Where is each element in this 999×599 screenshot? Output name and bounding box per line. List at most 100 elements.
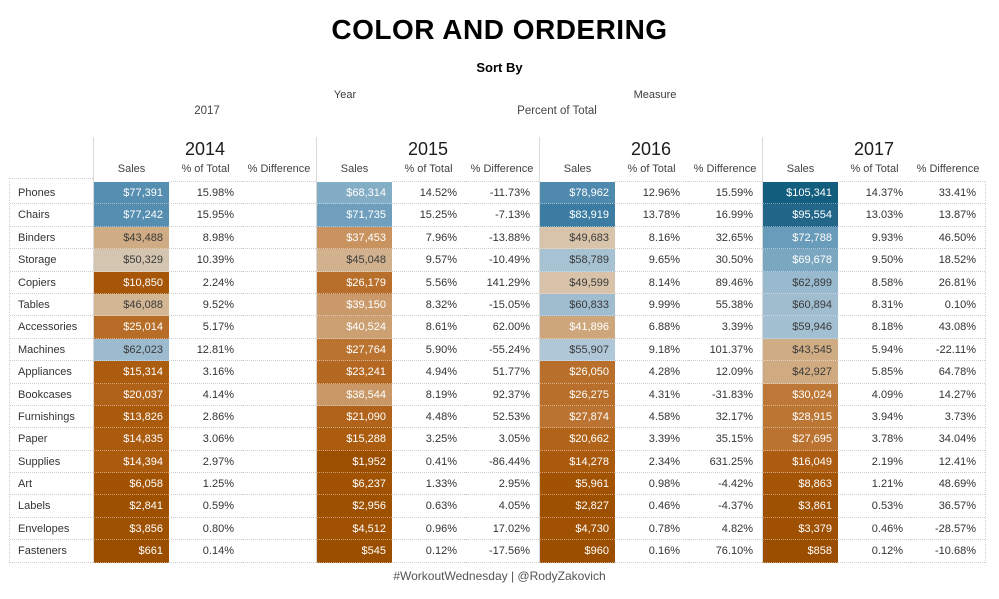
sales-cell[interactable]: $59,946 [762,316,838,339]
sales-cell[interactable]: $30,024 [762,383,838,406]
pct-of-total-cell[interactable]: 0.78% [615,518,688,541]
row-label[interactable]: Appliances [10,361,93,384]
pct-of-total-cell[interactable]: 0.41% [392,451,465,474]
sales-cell[interactable]: $15,288 [316,428,392,451]
sales-cell[interactable]: $14,278 [539,450,615,474]
sales-cell[interactable]: $95,554 [762,204,838,227]
sales-cell[interactable]: $42,927 [762,361,838,384]
row-label[interactable]: Labels [10,495,93,518]
pct-of-total-cell[interactable]: 8.32% [392,294,465,317]
sales-cell[interactable]: $26,179 [316,271,392,294]
pct-of-total-cell[interactable]: 0.63% [392,495,465,518]
pct-difference-cell[interactable]: 17.02% [465,518,539,541]
pct-of-total-cell[interactable]: 2.34% [615,451,688,474]
pct-of-total-cell[interactable]: 5.94% [838,339,911,362]
sales-cell[interactable]: $5,961 [539,473,615,496]
pct-difference-cell[interactable]: 89.46% [688,272,762,294]
col-header-sales[interactable]: Sales [563,163,592,175]
pct-difference-cell[interactable] [242,249,316,272]
pct-difference-cell[interactable]: 15.59% [688,182,762,205]
pct-of-total-cell[interactable]: 0.14% [169,540,242,563]
col-header-pct-difference[interactable]: % Difference [465,161,539,182]
pct-of-total-cell[interactable]: 9.57% [392,249,465,272]
pct-of-total-cell[interactable]: 0.46% [615,495,688,518]
pct-difference-cell[interactable] [242,294,316,317]
pct-difference-cell[interactable]: -13.88% [465,227,539,250]
sales-cell[interactable]: $27,764 [316,338,392,362]
pct-of-total-cell[interactable]: 9.93% [838,227,911,250]
pct-of-total-cell[interactable]: 9.52% [169,294,242,317]
row-label[interactable]: Phones [10,182,93,205]
pct-of-total-cell[interactable]: 15.98% [169,182,242,205]
sales-cell[interactable]: $43,488 [93,226,169,250]
pct-difference-cell[interactable]: 33.41% [911,182,985,205]
pct-difference-cell[interactable]: 4.82% [688,518,762,541]
col-header-pct-difference[interactable]: % Difference [242,161,316,182]
pct-difference-cell[interactable] [242,204,316,227]
sales-cell[interactable]: $26,275 [539,383,615,406]
pct-of-total-cell[interactable]: 3.06% [169,428,242,451]
col-header-sales[interactable]: Sales [340,163,369,175]
pct-of-total-cell[interactable]: 5.17% [169,316,242,339]
pct-difference-cell[interactable] [242,406,316,429]
pct-difference-cell[interactable]: 35.15% [688,428,762,451]
sales-cell[interactable]: $45,048 [316,249,392,272]
sales-cell[interactable]: $20,037 [93,383,169,406]
col-header-pct-difference[interactable]: % Difference [911,161,985,182]
sales-cell[interactable]: $2,841 [93,495,169,518]
sales-cell[interactable]: $6,237 [316,473,392,496]
pct-difference-cell[interactable]: 30.50% [688,249,762,272]
row-label[interactable]: Storage [10,249,93,272]
sales-cell[interactable]: $2,956 [316,495,392,518]
pct-of-total-cell[interactable]: 12.96% [615,182,688,205]
sales-cell[interactable]: $55,907 [539,338,615,362]
pct-of-total-cell[interactable]: 15.25% [392,204,465,227]
pct-of-total-cell[interactable]: 3.94% [838,406,911,429]
pct-difference-cell[interactable]: 48.69% [911,473,985,496]
pct-difference-cell[interactable]: 26.81% [911,272,985,294]
pct-difference-cell[interactable]: 101.37% [688,339,762,362]
pct-of-total-cell[interactable]: 6.88% [615,316,688,339]
sales-cell[interactable]: $545 [316,540,392,563]
pct-difference-cell[interactable]: 55.38% [688,294,762,317]
sales-cell[interactable]: $14,835 [93,428,169,451]
pct-of-total-cell[interactable]: 5.90% [392,339,465,362]
pct-difference-cell[interactable]: -11.73% [465,182,539,205]
pct-of-total-cell[interactable]: 0.16% [615,540,688,563]
sales-cell[interactable]: $1,952 [316,450,392,474]
pct-of-total-cell[interactable]: 14.52% [392,182,465,205]
sales-cell[interactable]: $20,662 [539,428,615,451]
row-label[interactable]: Binders [10,227,93,250]
pct-of-total-cell[interactable]: 5.85% [838,361,911,384]
sales-cell[interactable]: $83,919 [539,204,615,227]
row-label[interactable]: Envelopes [10,518,93,541]
pct-difference-cell[interactable]: 18.52% [911,249,985,272]
pct-of-total-cell[interactable]: 4.09% [838,384,911,406]
pct-difference-cell[interactable]: 4.05% [465,495,539,518]
pct-difference-cell[interactable]: 631.25% [688,451,762,474]
sales-cell[interactable]: $37,453 [316,226,392,250]
pct-difference-cell[interactable]: -4.42% [688,473,762,496]
pct-of-total-cell[interactable]: 0.80% [169,518,242,541]
pct-difference-cell[interactable] [242,227,316,250]
col-header-pct-of-total[interactable]: % of Total [615,161,688,182]
pct-of-total-cell[interactable]: 1.21% [838,473,911,496]
pct-difference-cell[interactable]: 32.65% [688,227,762,250]
pct-of-total-cell[interactable]: 2.97% [169,451,242,474]
row-label[interactable]: Tables [10,294,93,317]
pct-difference-cell[interactable] [242,540,316,563]
sales-cell[interactable]: $49,599 [539,271,615,294]
pct-difference-cell[interactable] [242,339,316,362]
pct-of-total-cell[interactable]: 3.16% [169,361,242,384]
col-header-sales[interactable]: Sales [117,163,146,175]
pct-of-total-cell[interactable]: 0.96% [392,518,465,541]
sales-cell[interactable]: $28,915 [762,405,838,429]
sales-cell[interactable]: $60,894 [762,293,838,317]
pct-of-total-cell[interactable]: 9.65% [615,249,688,272]
pct-of-total-cell[interactable]: 8.14% [615,272,688,294]
pct-of-total-cell[interactable]: 8.58% [838,272,911,294]
sales-cell[interactable]: $661 [93,540,169,563]
pct-difference-cell[interactable]: 3.05% [465,428,539,451]
col-header-pct-of-total[interactable]: % of Total [838,161,911,182]
pct-of-total-cell[interactable]: 13.03% [838,204,911,227]
